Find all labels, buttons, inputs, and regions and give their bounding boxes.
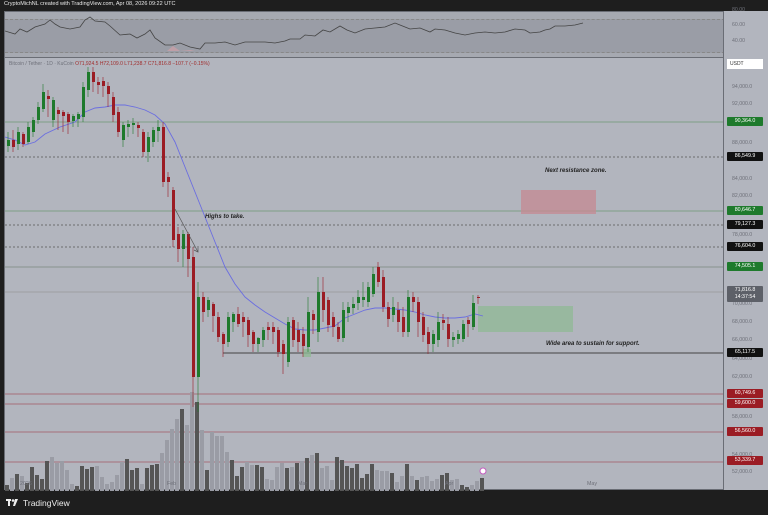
price-tick: 66,000.0 [732,337,753,343]
price-tick: 70,000.0 [732,301,753,307]
tradingview-logo[interactable]: TradingView [6,498,70,508]
price-label-65117: 65,117.5 [727,348,763,357]
legend-close: C71,816.8 [147,61,171,67]
x-label-feb: Feb [167,481,177,487]
currency-label[interactable]: USDT [727,59,763,69]
price-tick: 92,000.0 [732,101,753,107]
price-label-53339: 53,339.7 [727,456,763,465]
live-marker [479,467,487,475]
price-label-80646: 80,646.7 [727,206,763,215]
price-tick: 78,000.0 [732,232,753,238]
panel-separator[interactable] [5,57,730,58]
price-tick: 54,000.0 [732,452,753,458]
symbol-legend: Bitcoin / Tether · 1D · KuCoin O71,924.5… [9,61,210,67]
price-tick: 94,000.0 [732,84,753,90]
rsi-tick: 40.00 [732,38,745,44]
legend-change: −107.7 (−0.15%) [172,61,210,67]
x-label-2026: 2026 [20,481,32,487]
price-tick: 62,000.0 [732,374,753,380]
rsi-tick: 80.00 [732,7,745,13]
rsi-tick: 60.00 [732,22,745,28]
candle-countdown: 14:37:54 [734,294,756,300]
chart-frame[interactable]: Bitcoin / Tether · 1D · KuCoin O71,924.5… [4,11,730,491]
price-tick: 52,000.0 [732,469,753,475]
price-tick: 82,000.0 [732,193,753,199]
x-label-mar: Mar [298,481,308,487]
price-chart [5,16,725,491]
price-label-56560: 56,560.0 [727,427,763,436]
support-marker [303,349,311,357]
annotation-support: Wide area to sustain for support. [546,341,640,347]
price-tick: 84,000.0 [732,176,753,182]
price-label-60749: 60,749.6 [727,389,763,398]
moving-average [5,104,484,331]
price-label-86549: 86,549.9 [727,152,763,161]
candlesticks [7,67,480,412]
legend-open: O71,924.5 [75,61,99,67]
tradingview-icon [6,499,18,506]
annotation-highs: Highs to take. [205,214,245,220]
price-label-76604: 76,604.0 [727,242,763,251]
brand-name: TradingView [23,498,70,508]
price-tick: 88,000.0 [732,140,753,146]
resistance-zone [521,190,596,214]
support-zone [478,306,573,332]
highs-arrow [174,208,199,253]
legend-high: H72,109.0 [99,61,123,67]
price-label-79127: 79,127.3 [727,220,763,229]
price-label-74505: 74,505.1 [727,262,763,271]
price-axis[interactable]: 80.00 60.00 40.00 USDT 94,000.0 92,000.0… [723,7,768,490]
price-tick: 58,000.0 [732,414,753,420]
price-label-59600: 59,600.0 [727,399,763,408]
rsi-band [5,19,730,53]
price-tick: 64,000.0 [732,356,753,362]
price-label-90364: 90,364.0 [727,117,763,126]
last-price-label: 71,816.8 14:37:54 [727,286,763,302]
annotation-resistance: Next resistance zone. [545,168,607,174]
symbol-name: Bitcoin / Tether · 1D · KuCoin [9,61,74,67]
last-price-value: 71,816.8 [734,287,756,293]
legend-low: L71,238.7 [124,61,147,67]
x-label-may: May [587,481,598,487]
x-label-apr: Apr [445,481,454,487]
rsi-panel [5,12,730,57]
chart-header: CryptoMichNL created with TradingView.co… [4,1,176,7]
volume-bars [5,392,484,491]
price-tick: 68,000.0 [732,319,753,325]
